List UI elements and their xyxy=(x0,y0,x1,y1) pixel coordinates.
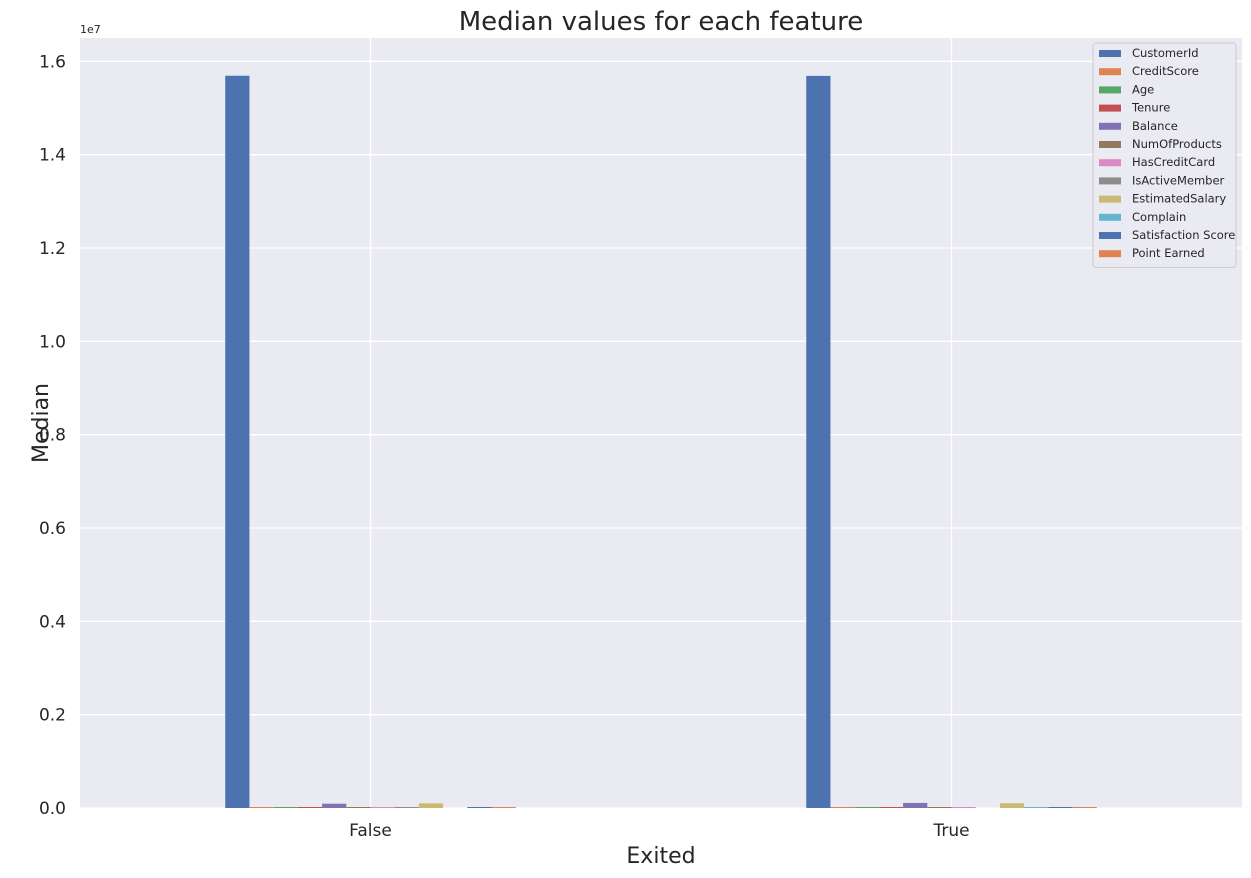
legend: CustomerId CreditScore Age Tenure Balance Num… xyxy=(1092,42,1237,268)
y-axis-label: Median xyxy=(29,383,54,463)
bar xyxy=(927,807,952,808)
legend-swatch xyxy=(1099,68,1121,76)
legend-swatch xyxy=(1099,141,1121,148)
y-tick-labels: 0.0 0.2 0.4 0.6 0.8 1.0 1.2 1.4 1.6 xyxy=(39,52,66,819)
y-tick-label: 1.6 xyxy=(39,52,66,72)
bar xyxy=(346,807,371,808)
x-tick-label: False xyxy=(349,821,392,841)
y-offset-label: 1e7 xyxy=(80,23,101,36)
y-tick-label: 1.4 xyxy=(39,146,66,166)
bars xyxy=(225,75,1097,809)
bar xyxy=(249,807,274,808)
y-tick-label: 0.4 xyxy=(39,612,66,632)
x-tick-labels: False True xyxy=(349,821,969,841)
legend-label: Satisfaction Score xyxy=(1132,228,1235,242)
bar xyxy=(1024,807,1049,808)
legend-label: EstimatedSalary xyxy=(1132,192,1226,206)
legend-swatch xyxy=(1099,50,1121,57)
bar xyxy=(806,75,831,809)
legend-swatch xyxy=(1099,104,1121,112)
bar xyxy=(225,75,250,808)
bar xyxy=(951,807,976,808)
y-tick-label: 1.0 xyxy=(39,332,66,352)
bar xyxy=(322,803,347,808)
bar xyxy=(467,807,492,808)
legend-label: Complain xyxy=(1132,210,1186,224)
bar xyxy=(830,807,855,808)
gridlines xyxy=(80,38,1242,809)
legend-swatch xyxy=(1099,250,1121,258)
legend-label: Balance xyxy=(1132,119,1178,133)
legend-label: IsActiveMember xyxy=(1132,173,1225,187)
legend-swatch xyxy=(1099,195,1121,203)
legend-swatch xyxy=(1099,232,1121,239)
legend-label: Point Earned xyxy=(1132,246,1205,260)
legend-box xyxy=(1092,42,1237,268)
legend-label: Tenure xyxy=(1131,101,1170,115)
bar xyxy=(297,807,323,808)
y-tick-label: 0.6 xyxy=(39,519,66,539)
bar xyxy=(418,803,444,808)
bar xyxy=(394,807,419,808)
plot-area xyxy=(80,38,1242,808)
legend-swatch xyxy=(1099,177,1121,185)
bar xyxy=(370,807,395,808)
legend-label: NumOfProducts xyxy=(1132,137,1222,151)
bar xyxy=(491,807,516,808)
legend-swatch xyxy=(1099,86,1121,94)
legend-swatch xyxy=(1099,159,1121,167)
y-tick-label: 0.2 xyxy=(39,706,66,726)
x-axis-label: Exited xyxy=(626,844,695,869)
legend-swatch xyxy=(1099,122,1121,130)
legend-label: Age xyxy=(1132,82,1154,96)
bar xyxy=(903,802,928,808)
bar xyxy=(999,803,1025,808)
legend-label: HasCreditCard xyxy=(1132,155,1215,169)
x-tick-label: True xyxy=(932,821,969,841)
bar xyxy=(273,807,298,808)
y-tick-label: 0.0 xyxy=(39,799,66,819)
bar xyxy=(1048,807,1073,808)
legend-label: CreditScore xyxy=(1132,64,1199,78)
chart-title: Median values for each feature xyxy=(459,7,864,37)
y-tick-label: 1.2 xyxy=(39,239,66,259)
legend-label: CustomerId xyxy=(1132,46,1199,60)
bar xyxy=(878,807,904,808)
bar xyxy=(1072,807,1097,808)
bar xyxy=(854,807,879,808)
legend-swatch xyxy=(1099,213,1121,221)
y-tick-label: 0.8 xyxy=(39,426,66,446)
